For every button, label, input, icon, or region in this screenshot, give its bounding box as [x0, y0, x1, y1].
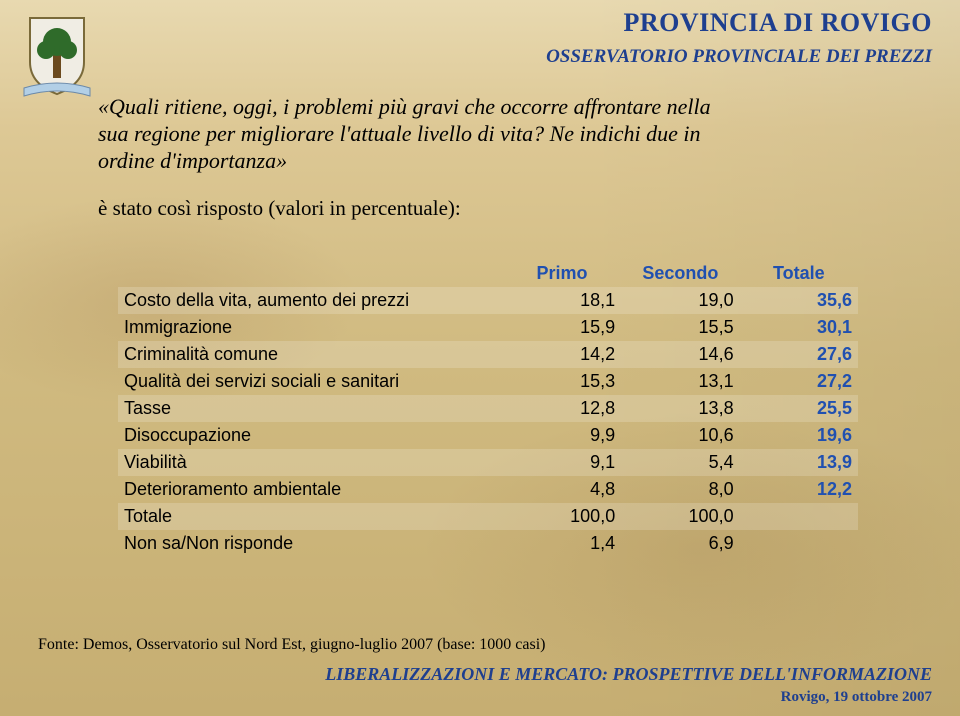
row-label: Tasse: [118, 395, 503, 422]
source-citation: Fonte: Demos, Osservatorio sul Nord Est,…: [38, 636, 546, 654]
table-row: Tasse12,813,825,5: [118, 395, 858, 422]
table-row: Viabilità9,15,413,9: [118, 449, 858, 476]
row-value: [740, 503, 858, 530]
question-note: è stato così risposto (valori in percent…: [98, 196, 918, 222]
table-col-secondo: Secondo: [621, 260, 739, 287]
row-value: 9,1: [503, 449, 621, 476]
row-value: [740, 530, 858, 557]
slide-header: PROVINCIA DI ROVIGO OSSERVATORIO PROVINC…: [546, 8, 932, 68]
row-value: 100,0: [503, 503, 621, 530]
question-line: sua regione per migliorare l'attuale liv…: [98, 121, 701, 146]
row-value: 19,0: [621, 287, 739, 314]
row-value: 1,4: [503, 530, 621, 557]
row-value: 30,1: [740, 314, 858, 341]
header-subtitle: OSSERVATORIO PROVINCIALE DEI PREZZI: [546, 46, 932, 68]
footer-sub: Rovigo, 19 ottobre 2007: [325, 689, 932, 706]
row-value: 15,5: [621, 314, 739, 341]
table-row: Criminalità comune14,214,627,6: [118, 341, 858, 368]
row-value: 13,9: [740, 449, 858, 476]
row-value: 27,6: [740, 341, 858, 368]
table-col-totale: Totale: [740, 260, 858, 287]
table-col-primo: Primo: [503, 260, 621, 287]
question-line: ordine d'importanza»: [98, 148, 287, 173]
results-table: PrimoSecondoTotale Costo della vita, aum…: [118, 260, 858, 557]
row-value: 27,2: [740, 368, 858, 395]
row-value: 18,1: [503, 287, 621, 314]
table-row: Non sa/Non risponde1,46,9: [118, 530, 858, 557]
table-col-label: [118, 260, 503, 287]
row-value: 35,6: [740, 287, 858, 314]
table-row: Disoccupazione9,910,619,6: [118, 422, 858, 449]
row-value: 14,2: [503, 341, 621, 368]
header-title: PROVINCIA DI ROVIGO: [546, 8, 932, 38]
slide-footer: LIBERALIZZAZIONI E MERCATO: PROSPETTIVE …: [325, 664, 932, 706]
footer-title: LIBERALIZZAZIONI E MERCATO: PROSPETTIVE …: [325, 664, 932, 685]
survey-question: «Quali ritiene, oggi, i problemi più gra…: [98, 94, 918, 222]
row-label: Deterioramento ambientale: [118, 476, 503, 503]
row-value: 9,9: [503, 422, 621, 449]
row-value: 25,5: [740, 395, 858, 422]
row-value: 10,6: [621, 422, 739, 449]
row-value: 12,8: [503, 395, 621, 422]
row-label: Disoccupazione: [118, 422, 503, 449]
row-label: Viabilità: [118, 449, 503, 476]
table-row: Totale100,0100,0: [118, 503, 858, 530]
row-value: 12,2: [740, 476, 858, 503]
row-value: 13,1: [621, 368, 739, 395]
row-value: 13,8: [621, 395, 739, 422]
row-value: 6,9: [621, 530, 739, 557]
row-value: 5,4: [621, 449, 739, 476]
table-row: Costo della vita, aumento dei prezzi18,1…: [118, 287, 858, 314]
row-value: 4,8: [503, 476, 621, 503]
row-label: Qualità dei servizi sociali e sanitari: [118, 368, 503, 395]
row-label: Costo della vita, aumento dei prezzi: [118, 287, 503, 314]
row-value: 8,0: [621, 476, 739, 503]
row-label: Totale: [118, 503, 503, 530]
row-value: 14,6: [621, 341, 739, 368]
row-value: 15,3: [503, 368, 621, 395]
question-line: «Quali ritiene, oggi, i problemi più gra…: [98, 94, 711, 119]
row-label: Non sa/Non risponde: [118, 530, 503, 557]
table-row: Immigrazione15,915,530,1: [118, 314, 858, 341]
row-label: Immigrazione: [118, 314, 503, 341]
row-value: 15,9: [503, 314, 621, 341]
table-row: Qualità dei servizi sociali e sanitari15…: [118, 368, 858, 395]
provincial-crest: [22, 12, 92, 98]
row-value: 19,6: [740, 422, 858, 449]
row-label: Criminalità comune: [118, 341, 503, 368]
table-row: Deterioramento ambientale4,88,012,2: [118, 476, 858, 503]
row-value: 100,0: [621, 503, 739, 530]
